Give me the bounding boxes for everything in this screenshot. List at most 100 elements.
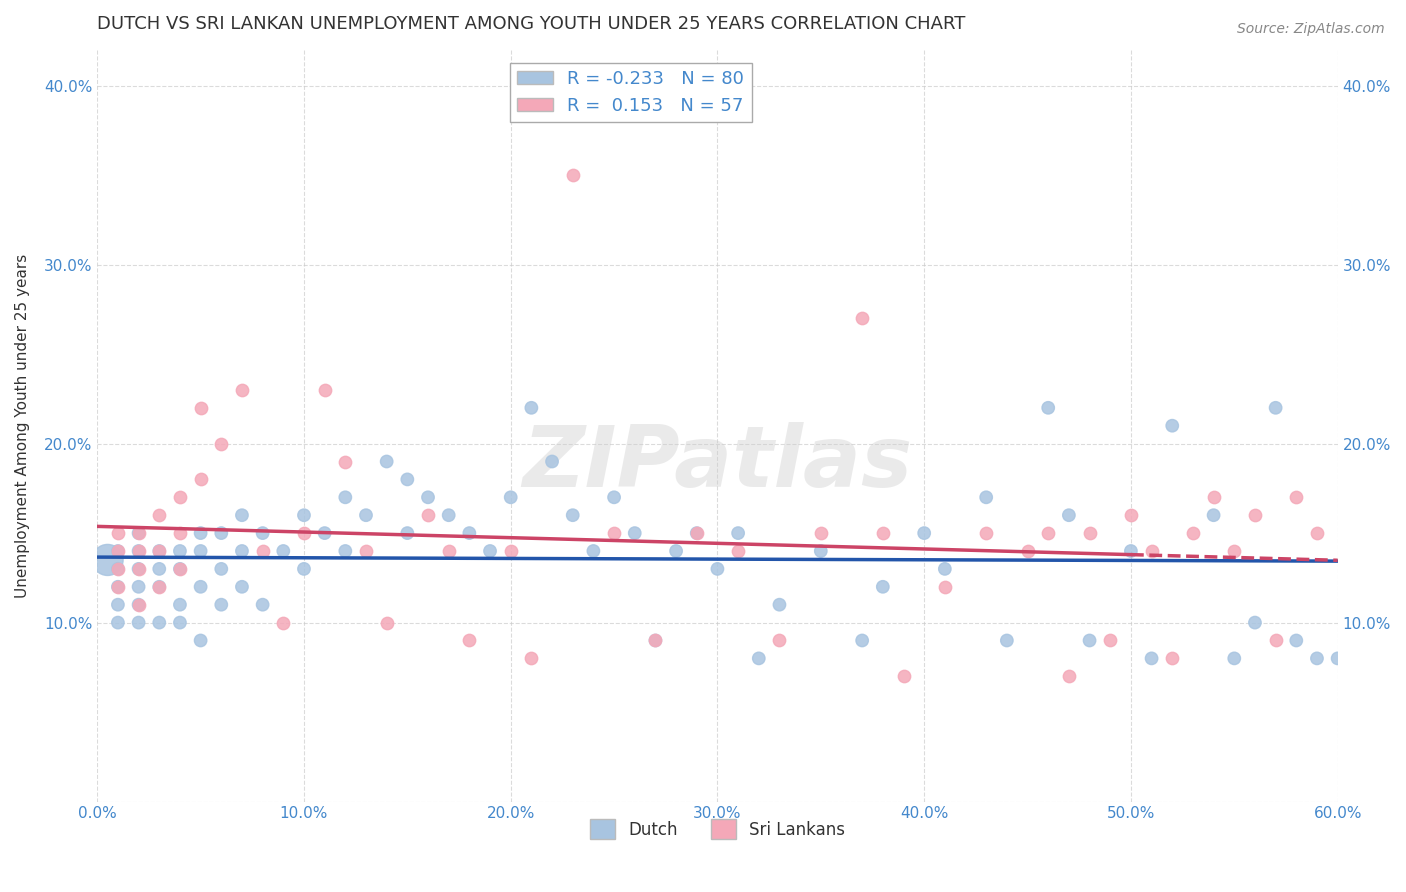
Point [1140,544,1163,558]
Point [727,526,749,541]
Point [851,311,873,326]
Point [561,168,583,182]
Point [169,615,191,630]
Point [252,598,274,612]
Point [768,633,790,648]
Point [437,508,460,523]
Point [520,401,543,415]
Point [974,526,997,541]
Point [169,544,191,558]
Point [107,526,129,541]
Text: ZIPatlas: ZIPatlas [522,422,912,505]
Point [1223,651,1246,665]
Point [148,580,170,594]
Point [706,562,728,576]
Point [1244,508,1267,523]
Point [107,598,129,612]
Point [335,454,357,468]
Point [1119,508,1142,523]
Point [1306,526,1329,541]
Point [1285,633,1308,648]
Point [520,651,543,665]
Point [169,562,191,576]
Point [686,526,709,541]
Point [934,562,956,576]
Point [499,544,522,558]
Point [231,383,253,397]
Point [1038,401,1060,415]
Point [252,544,274,558]
Point [603,526,626,541]
Point [128,598,150,612]
Point [1285,491,1308,505]
Point [292,508,315,523]
Point [644,633,666,648]
Point [231,544,253,558]
Point [128,526,150,541]
Point [190,544,212,558]
Point [107,562,129,576]
Point [128,544,150,558]
Point [1181,526,1204,541]
Point [396,472,419,486]
Point [128,526,150,541]
Point [1223,544,1246,558]
Point [354,508,377,523]
Point [912,526,935,541]
Point [231,508,253,523]
Point [190,401,212,415]
Point [314,383,336,397]
Point [1264,401,1286,415]
Point [107,544,129,558]
Point [335,491,357,505]
Point [292,526,315,541]
Point [561,508,583,523]
Point [1038,526,1060,541]
Point [292,562,315,576]
Point [375,454,398,468]
Point [169,598,191,612]
Legend: Dutch, Sri Lankans: Dutch, Sri Lankans [583,813,852,846]
Point [541,454,564,468]
Point [995,633,1018,648]
Point [209,436,232,450]
Point [1057,669,1080,683]
Point [1306,651,1329,665]
Point [190,580,212,594]
Point [107,615,129,630]
Point [1119,544,1142,558]
Point [479,544,502,558]
Point [107,580,129,594]
Point [1078,633,1101,648]
Point [314,526,336,541]
Point [169,491,191,505]
Point [231,580,253,594]
Point [354,544,377,558]
Point [209,598,232,612]
Point [934,580,956,594]
Point [271,544,294,558]
Point [768,598,790,612]
Point [1161,651,1184,665]
Point [623,526,645,541]
Point [1078,526,1101,541]
Point [271,615,294,630]
Point [458,633,481,648]
Point [458,526,481,541]
Point [1202,491,1225,505]
Point [1017,544,1039,558]
Point [375,615,398,630]
Point [190,472,212,486]
Point [252,526,274,541]
Point [148,562,170,576]
Point [97,553,120,567]
Text: DUTCH VS SRI LANKAN UNEMPLOYMENT AMONG YOUTH UNDER 25 YEARS CORRELATION CHART: DUTCH VS SRI LANKAN UNEMPLOYMENT AMONG Y… [97,15,966,33]
Point [190,633,212,648]
Point [1161,418,1184,433]
Point [1057,508,1080,523]
Point [748,651,770,665]
Point [209,526,232,541]
Point [128,580,150,594]
Point [107,544,129,558]
Point [1326,651,1348,665]
